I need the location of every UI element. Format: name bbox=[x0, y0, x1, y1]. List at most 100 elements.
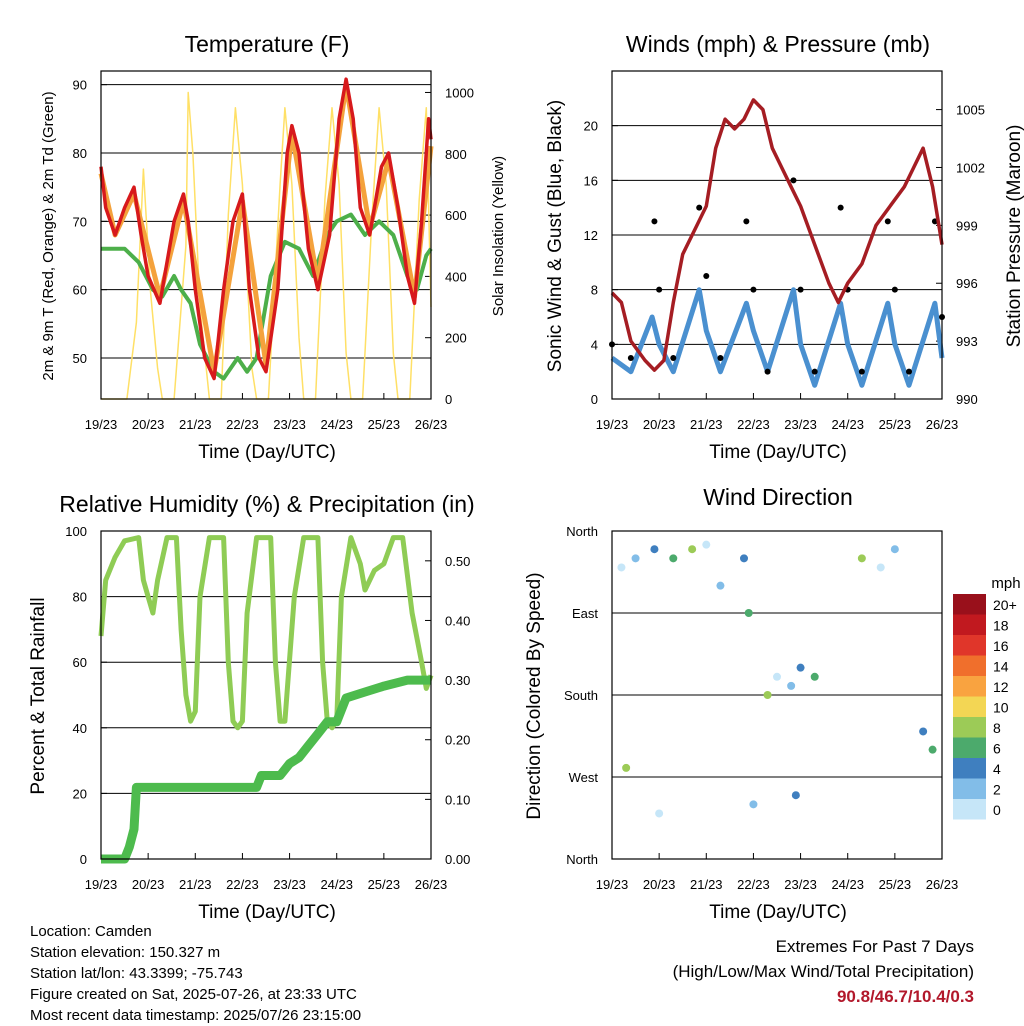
direction-legend-title: mph bbox=[991, 575, 1020, 592]
humidity-ylabel-left: Percent & Total Rainfall bbox=[28, 597, 49, 794]
station-pressure-line bbox=[610, 98, 944, 372]
wind-direction-point bbox=[919, 727, 928, 736]
temperature-ytick-label: 80 bbox=[73, 146, 87, 161]
legend-label: 2 bbox=[993, 782, 1001, 798]
winds-y2tick-label: 993 bbox=[956, 334, 978, 349]
legend-swatch bbox=[953, 778, 986, 799]
humidity-y2tick-label: 0.40 bbox=[445, 613, 470, 628]
direction-xtick-label: 21/23 bbox=[690, 877, 723, 892]
direction-xtick-label: 20/23 bbox=[643, 877, 676, 892]
direction-ylabel-left: Direction (Colored By Speed) bbox=[524, 572, 545, 819]
winds-xtick-label: 21/23 bbox=[690, 417, 723, 432]
temperature-y2tick-label: 400 bbox=[445, 269, 467, 284]
temperature-xlabel: Time (Day/UTC) bbox=[198, 442, 336, 463]
winds-xtick-label: 23/23 bbox=[784, 417, 817, 432]
winds-y2tick-label: 999 bbox=[956, 218, 978, 233]
humidity-y2tick-label: 0.00 bbox=[445, 852, 470, 867]
winds-xtick-label: 26/23 bbox=[926, 417, 959, 432]
extremes-subheading: (High/Low/Max Wind/Total Precipitation) bbox=[672, 962, 974, 981]
gust-point bbox=[651, 218, 658, 225]
temperature-ylabel-right: Solar Insolation (Yellow) bbox=[490, 156, 507, 316]
humidity-xtick-label: 21/23 bbox=[179, 877, 212, 892]
dewpoint-line bbox=[101, 212, 433, 381]
wind-direction-point bbox=[791, 791, 800, 800]
temperature-plot-border bbox=[100, 70, 432, 400]
wind-direction-point bbox=[650, 545, 659, 554]
legend-label: 12 bbox=[993, 679, 1009, 695]
gust-point bbox=[750, 286, 757, 293]
legend-swatch bbox=[953, 614, 986, 635]
winds-ytick-label: 20 bbox=[584, 119, 598, 134]
direction-xtick-label: 25/23 bbox=[879, 877, 912, 892]
legend-label: 20+ bbox=[993, 597, 1017, 613]
wind-direction-point bbox=[928, 745, 937, 754]
wind-direction-point bbox=[716, 581, 725, 590]
wind-direction-point bbox=[688, 545, 697, 554]
direction-ytick-label: North bbox=[566, 852, 598, 867]
direction-title: Wind Direction bbox=[703, 484, 853, 510]
wind-direction-point bbox=[702, 540, 711, 549]
gust-point bbox=[811, 368, 818, 375]
direction-xtick-label: 19/23 bbox=[596, 877, 629, 892]
temperature-ytick-label: 70 bbox=[73, 214, 87, 229]
legend-swatch bbox=[953, 676, 986, 697]
wind-direction-point bbox=[749, 800, 758, 809]
winds-xtick-label: 19/23 bbox=[596, 417, 629, 432]
wind-direction-point bbox=[669, 554, 678, 563]
legend-label: 6 bbox=[993, 741, 1001, 757]
sonic-wind-line bbox=[610, 287, 945, 388]
temperature-y2tick-label: 600 bbox=[445, 208, 467, 223]
humidity-xtick-label: 22/23 bbox=[226, 877, 259, 892]
humidity-xtick-label: 19/23 bbox=[85, 877, 118, 892]
temperature-title: Temperature (F) bbox=[185, 31, 350, 57]
plot-layer: 19/23 20/23 21/23 22/23 23/23 24/23 25/23 26/23… bbox=[65, 70, 1017, 892]
temperature-xtick-label: 22/23 bbox=[226, 417, 259, 432]
humidity-y2tick-label: 0.10 bbox=[445, 792, 470, 807]
humidity-plot-border bbox=[100, 530, 432, 860]
temperature-xtick-label: 23/23 bbox=[273, 417, 306, 432]
figure-created: Figure created on Sat, 2025-07-26, at 23… bbox=[30, 986, 357, 1003]
station-info: Location: Camden Station elevation: 150.… bbox=[30, 921, 361, 1026]
winds-xtick-label: 22/23 bbox=[737, 417, 770, 432]
humidity-xtick-label: 26/23 bbox=[415, 877, 448, 892]
temperature-ytick-label: 90 bbox=[73, 78, 87, 93]
legend-swatch bbox=[953, 737, 986, 758]
wind-direction-point bbox=[622, 763, 631, 772]
legend-label: 4 bbox=[993, 761, 1001, 777]
direction-ytick-label: North bbox=[566, 524, 598, 539]
temperature-xtick-label: 26/23 bbox=[415, 417, 448, 432]
temperature-xtick-label: 20/23 bbox=[132, 417, 165, 432]
temperature-xtick-label: 25/23 bbox=[368, 417, 401, 432]
legend-label: 8 bbox=[993, 720, 1001, 736]
temperature-ytick-label: 50 bbox=[73, 351, 87, 366]
legend-label: 10 bbox=[993, 700, 1009, 716]
winds-ytick-label: 4 bbox=[591, 337, 598, 352]
gust-point bbox=[670, 355, 677, 361]
wind-direction-point bbox=[763, 691, 772, 699]
direction-xtick-label: 26/23 bbox=[926, 877, 959, 892]
winds-ytick-label: 16 bbox=[584, 173, 598, 188]
humidity-y2tick-label: 0.50 bbox=[445, 554, 470, 569]
legend-label: 16 bbox=[993, 638, 1009, 654]
humidity-xtick-label: 25/23 bbox=[368, 877, 401, 892]
temperature-xtick-label: 19/23 bbox=[85, 417, 118, 432]
relative-humidity-line bbox=[98, 535, 434, 731]
station-elevation: Station elevation: 150.327 m bbox=[30, 944, 221, 961]
wind-direction-point bbox=[631, 554, 640, 563]
temperature-y2tick-label: 1000 bbox=[445, 85, 474, 100]
legend-swatch bbox=[953, 799, 986, 820]
wind-direction-point bbox=[787, 681, 796, 690]
direction-xtick-label: 23/23 bbox=[784, 877, 817, 892]
wind-direction-point bbox=[857, 554, 866, 563]
humidity-y2tick-label: 0.30 bbox=[445, 673, 470, 688]
humidity-y2tick-label: 0.20 bbox=[445, 733, 470, 748]
winds-y2tick-label: 996 bbox=[956, 276, 978, 291]
winds-ylabel-right: Station Pressure (Maroon) bbox=[1004, 125, 1024, 348]
gust-point bbox=[717, 355, 724, 361]
gust-point bbox=[797, 286, 804, 293]
winds-plot-border bbox=[611, 70, 943, 400]
direction-ytick-label: West bbox=[569, 770, 599, 785]
temperature-y2tick-label: 0 bbox=[445, 392, 452, 407]
legend-swatch bbox=[953, 696, 986, 717]
